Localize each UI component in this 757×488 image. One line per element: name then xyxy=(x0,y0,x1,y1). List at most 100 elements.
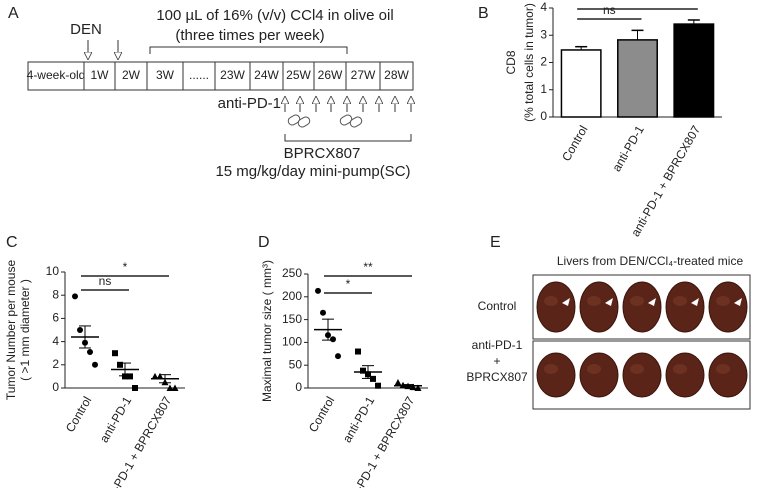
data-point xyxy=(156,372,164,380)
x-tick-label: anti-PD-1 xyxy=(340,394,378,445)
significance-label: * xyxy=(346,277,351,291)
week-label: 28W xyxy=(384,68,409,82)
liver xyxy=(665,352,705,398)
x-tick-label: anti-PD-1 xyxy=(97,394,135,445)
dose-label: 15 mg/kg/day mini-pump(SC) xyxy=(215,163,410,180)
liver xyxy=(665,281,705,333)
y-tick-label: 50 xyxy=(289,357,303,371)
liver-highlight xyxy=(544,296,558,306)
week-label: 2W xyxy=(122,68,141,82)
week-label: 1W xyxy=(91,68,110,82)
liver xyxy=(579,281,619,333)
data-point xyxy=(151,372,159,380)
panel-letter: B xyxy=(478,5,489,22)
significance-label: ** xyxy=(633,0,643,7)
x-tick-label: Control xyxy=(306,394,337,435)
y-tick-label: 0 xyxy=(295,380,302,394)
den-label: DEN xyxy=(70,21,102,38)
tumor-arrowhead xyxy=(691,298,699,306)
data-point xyxy=(166,384,174,391)
liver xyxy=(622,352,662,398)
y-tick-label: 4 xyxy=(52,334,59,348)
row-label: BPRCX807 xyxy=(466,370,528,384)
liver-images: Livers from DEN/CCl₄-treated mice Contro… xyxy=(466,254,751,410)
y-tick-label: 2 xyxy=(52,357,59,371)
data-point xyxy=(72,293,78,300)
x-tick-label: Control xyxy=(63,394,94,435)
y-tick-label: 250 xyxy=(282,266,302,280)
y-tick-label: 0 xyxy=(540,109,547,123)
y-tick-label: 0 xyxy=(52,380,59,394)
timeline-cell xyxy=(379,61,414,91)
y-axis-label: Tumor Number per mouse xyxy=(4,260,18,401)
significance-label: ns xyxy=(99,274,112,288)
liver-highlight xyxy=(673,364,687,374)
bar xyxy=(560,49,602,118)
y-tick-label: 1 xyxy=(540,82,547,96)
week-label: ...... xyxy=(189,68,209,82)
y-tick-label: 100 xyxy=(282,335,302,349)
data-point xyxy=(315,287,321,294)
data-point xyxy=(414,384,422,391)
antibody-label: anti-PD-1 xyxy=(218,95,281,112)
schedule-text: (three times per week) xyxy=(175,27,324,44)
y-axis-label: Maximal tumor size ( mm³) xyxy=(260,260,274,402)
bracket xyxy=(284,134,412,142)
week-label: 24W xyxy=(254,68,279,82)
data-point xyxy=(375,382,381,389)
x-tick-label: Control xyxy=(559,123,590,164)
treatment-text: 100 µL of 16% (v/v) CCl4 in olive oil xyxy=(156,7,393,24)
liver xyxy=(579,352,619,398)
data-point xyxy=(355,348,361,355)
x-tick-label: anti-PD-1 xyxy=(609,123,647,174)
y-axis-label: (% total cells in tumor) xyxy=(522,3,536,122)
row-label: Control xyxy=(478,299,517,313)
timeline-cell xyxy=(282,61,315,91)
y-tick-label: 10 xyxy=(46,264,60,278)
timeline-diagram: 100 µL of 16% (v/v) CCl4 in olive oil (t… xyxy=(27,7,413,180)
data-point xyxy=(77,327,83,333)
y-tick-label: 3 xyxy=(540,27,547,41)
image-title: Livers from DEN/CCl₄-treated mice xyxy=(557,254,744,268)
data-point xyxy=(87,349,93,356)
significance-label: * xyxy=(123,260,128,274)
week-label: 26W xyxy=(318,68,343,82)
y-tick-label: 200 xyxy=(282,289,302,303)
liver xyxy=(622,281,662,333)
data-point xyxy=(122,373,128,380)
y-axis-label: CD8 xyxy=(504,50,518,74)
tumor-arrowhead xyxy=(562,298,570,306)
pill-icon xyxy=(287,114,363,128)
bar xyxy=(673,23,715,118)
liver-highlight xyxy=(544,364,558,374)
y-tick-label: 150 xyxy=(282,312,302,326)
tumor-arrowhead xyxy=(734,298,742,306)
timeline-cell xyxy=(313,61,347,91)
liver xyxy=(708,352,748,398)
week-label: 3W xyxy=(156,68,175,82)
data-point xyxy=(92,361,98,368)
significance-label: ** xyxy=(363,260,373,274)
y-tick-label: 6 xyxy=(52,311,59,325)
timeline-cell xyxy=(214,61,251,91)
panel-letter: D xyxy=(258,234,270,251)
liver-highlight xyxy=(630,364,644,374)
data-point xyxy=(330,336,336,343)
week-label: 25W xyxy=(286,68,311,82)
liver-highlight xyxy=(587,364,601,374)
y-tick-label: 8 xyxy=(52,287,59,301)
liver-highlight xyxy=(587,296,601,306)
data-point xyxy=(127,373,133,380)
data-point xyxy=(112,350,118,357)
week-label: 23W xyxy=(220,68,245,82)
y-tick-label: 2 xyxy=(540,55,547,69)
liver-highlight xyxy=(630,296,644,306)
y-axis-label: ( >1 mm diameter ) xyxy=(18,279,32,381)
tumor-arrowhead xyxy=(605,298,613,306)
data-point xyxy=(117,361,123,368)
data-point xyxy=(171,384,179,391)
panel-letter: A xyxy=(8,5,19,22)
timeline-cell xyxy=(114,61,148,91)
liver xyxy=(536,281,576,333)
